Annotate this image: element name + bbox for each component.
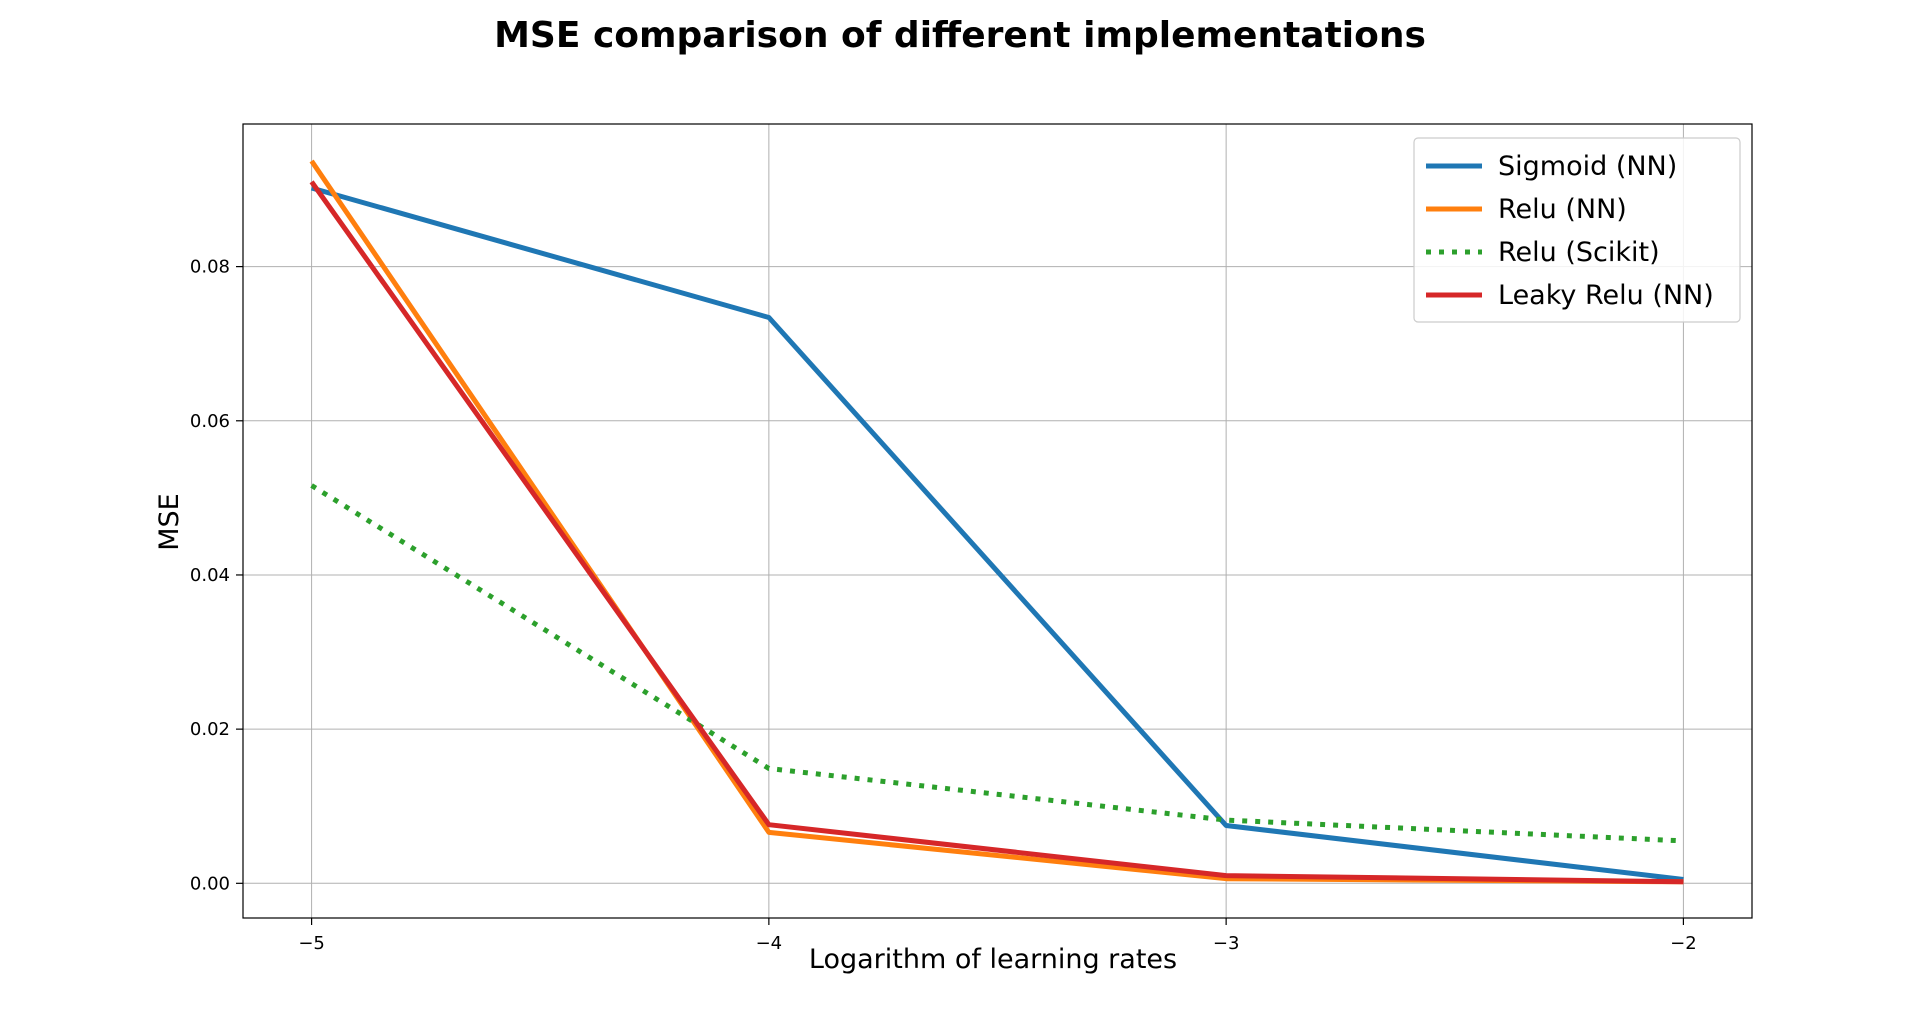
- y-tick-label: 0.00: [190, 873, 230, 894]
- y-axis-label: MSE: [154, 493, 185, 551]
- y-tick-label: 0.08: [190, 257, 230, 278]
- y-tick-label: 0.02: [190, 719, 230, 740]
- legend-entry: Leaky Relu (NN): [1498, 280, 1714, 311]
- legend-entry: Relu (NN): [1498, 194, 1627, 225]
- legend-box: [1413, 137, 1741, 323]
- tick-layer: −5 −4 −3 −2 0.00 0.02 0.04 0.06 0.08: [190, 257, 1697, 954]
- chart-title: MSE comparison of different implementati…: [494, 15, 1426, 56]
- x-tick-label: −5: [298, 933, 325, 954]
- legend: Sigmoid (NN) Relu (NN) Relu (Scikit) Leaky …: [1413, 137, 1741, 323]
- series-layer: [309, 159, 1684, 885]
- x-tick-label: −3: [1213, 933, 1240, 954]
- x-tick-label: −4: [756, 933, 783, 954]
- series-line-3: [309, 180, 1684, 885]
- plot-frame: [242, 123, 1753, 919]
- x-tick-label: −2: [1670, 933, 1697, 954]
- y-tick-label: 0.06: [190, 411, 230, 432]
- legend-entry: Sigmoid (NN): [1498, 151, 1677, 182]
- y-tick-label: 0.04: [190, 565, 230, 586]
- legend-entry: Relu (Scikit): [1498, 237, 1660, 268]
- x-axis-label: Logarithm of learning rates: [809, 944, 1177, 975]
- series-line-2: [310, 483, 1684, 844]
- series-line-0: [310, 185, 1684, 882]
